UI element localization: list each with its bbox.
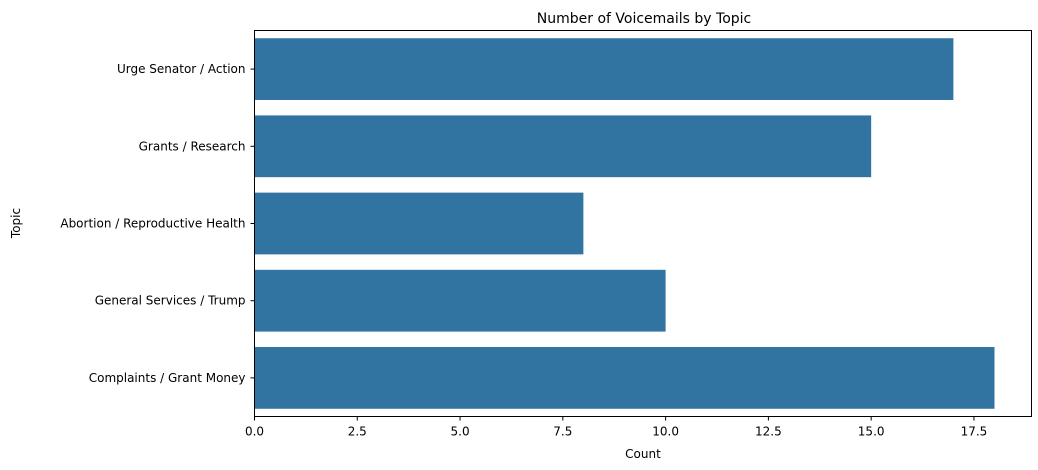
y-tick-label: Abortion / Reproductive Health	[60, 217, 245, 231]
bar	[254, 269, 666, 332]
y-axis: Urge Senator / Action Grants / Research Ab…	[60, 62, 255, 385]
bar	[254, 192, 584, 255]
x-tick-label: 17.5	[961, 425, 988, 439]
x-tick-label: 12.5	[755, 425, 782, 439]
bar	[254, 38, 954, 100]
x-tick-label: 15.0	[858, 425, 885, 439]
y-tick-label: General Services / Trump	[95, 294, 246, 308]
x-axis: 0.0 2.5 5.0 7.5 10.0 12.5 15.0 17.5	[245, 416, 988, 439]
bar	[254, 115, 872, 178]
bar	[254, 347, 995, 409]
x-tick-label: 5.0	[451, 425, 470, 439]
chart-title: Number of Voicemails by Topic	[537, 11, 751, 27]
y-axis-label: Topic	[9, 208, 23, 239]
bars-layer	[254, 38, 995, 409]
y-tick-label: Urge Senator / Action	[117, 62, 246, 76]
x-tick-label: 2.5	[348, 425, 367, 439]
y-tick-label: Grants / Research	[139, 139, 246, 153]
y-tick-label: Complaints / Grant Money	[89, 371, 246, 385]
x-axis-label: Count	[625, 447, 661, 461]
x-tick-label: 7.5	[553, 425, 572, 439]
x-tick-label: 10.0	[652, 425, 679, 439]
x-tick-label: 0.0	[245, 425, 264, 439]
